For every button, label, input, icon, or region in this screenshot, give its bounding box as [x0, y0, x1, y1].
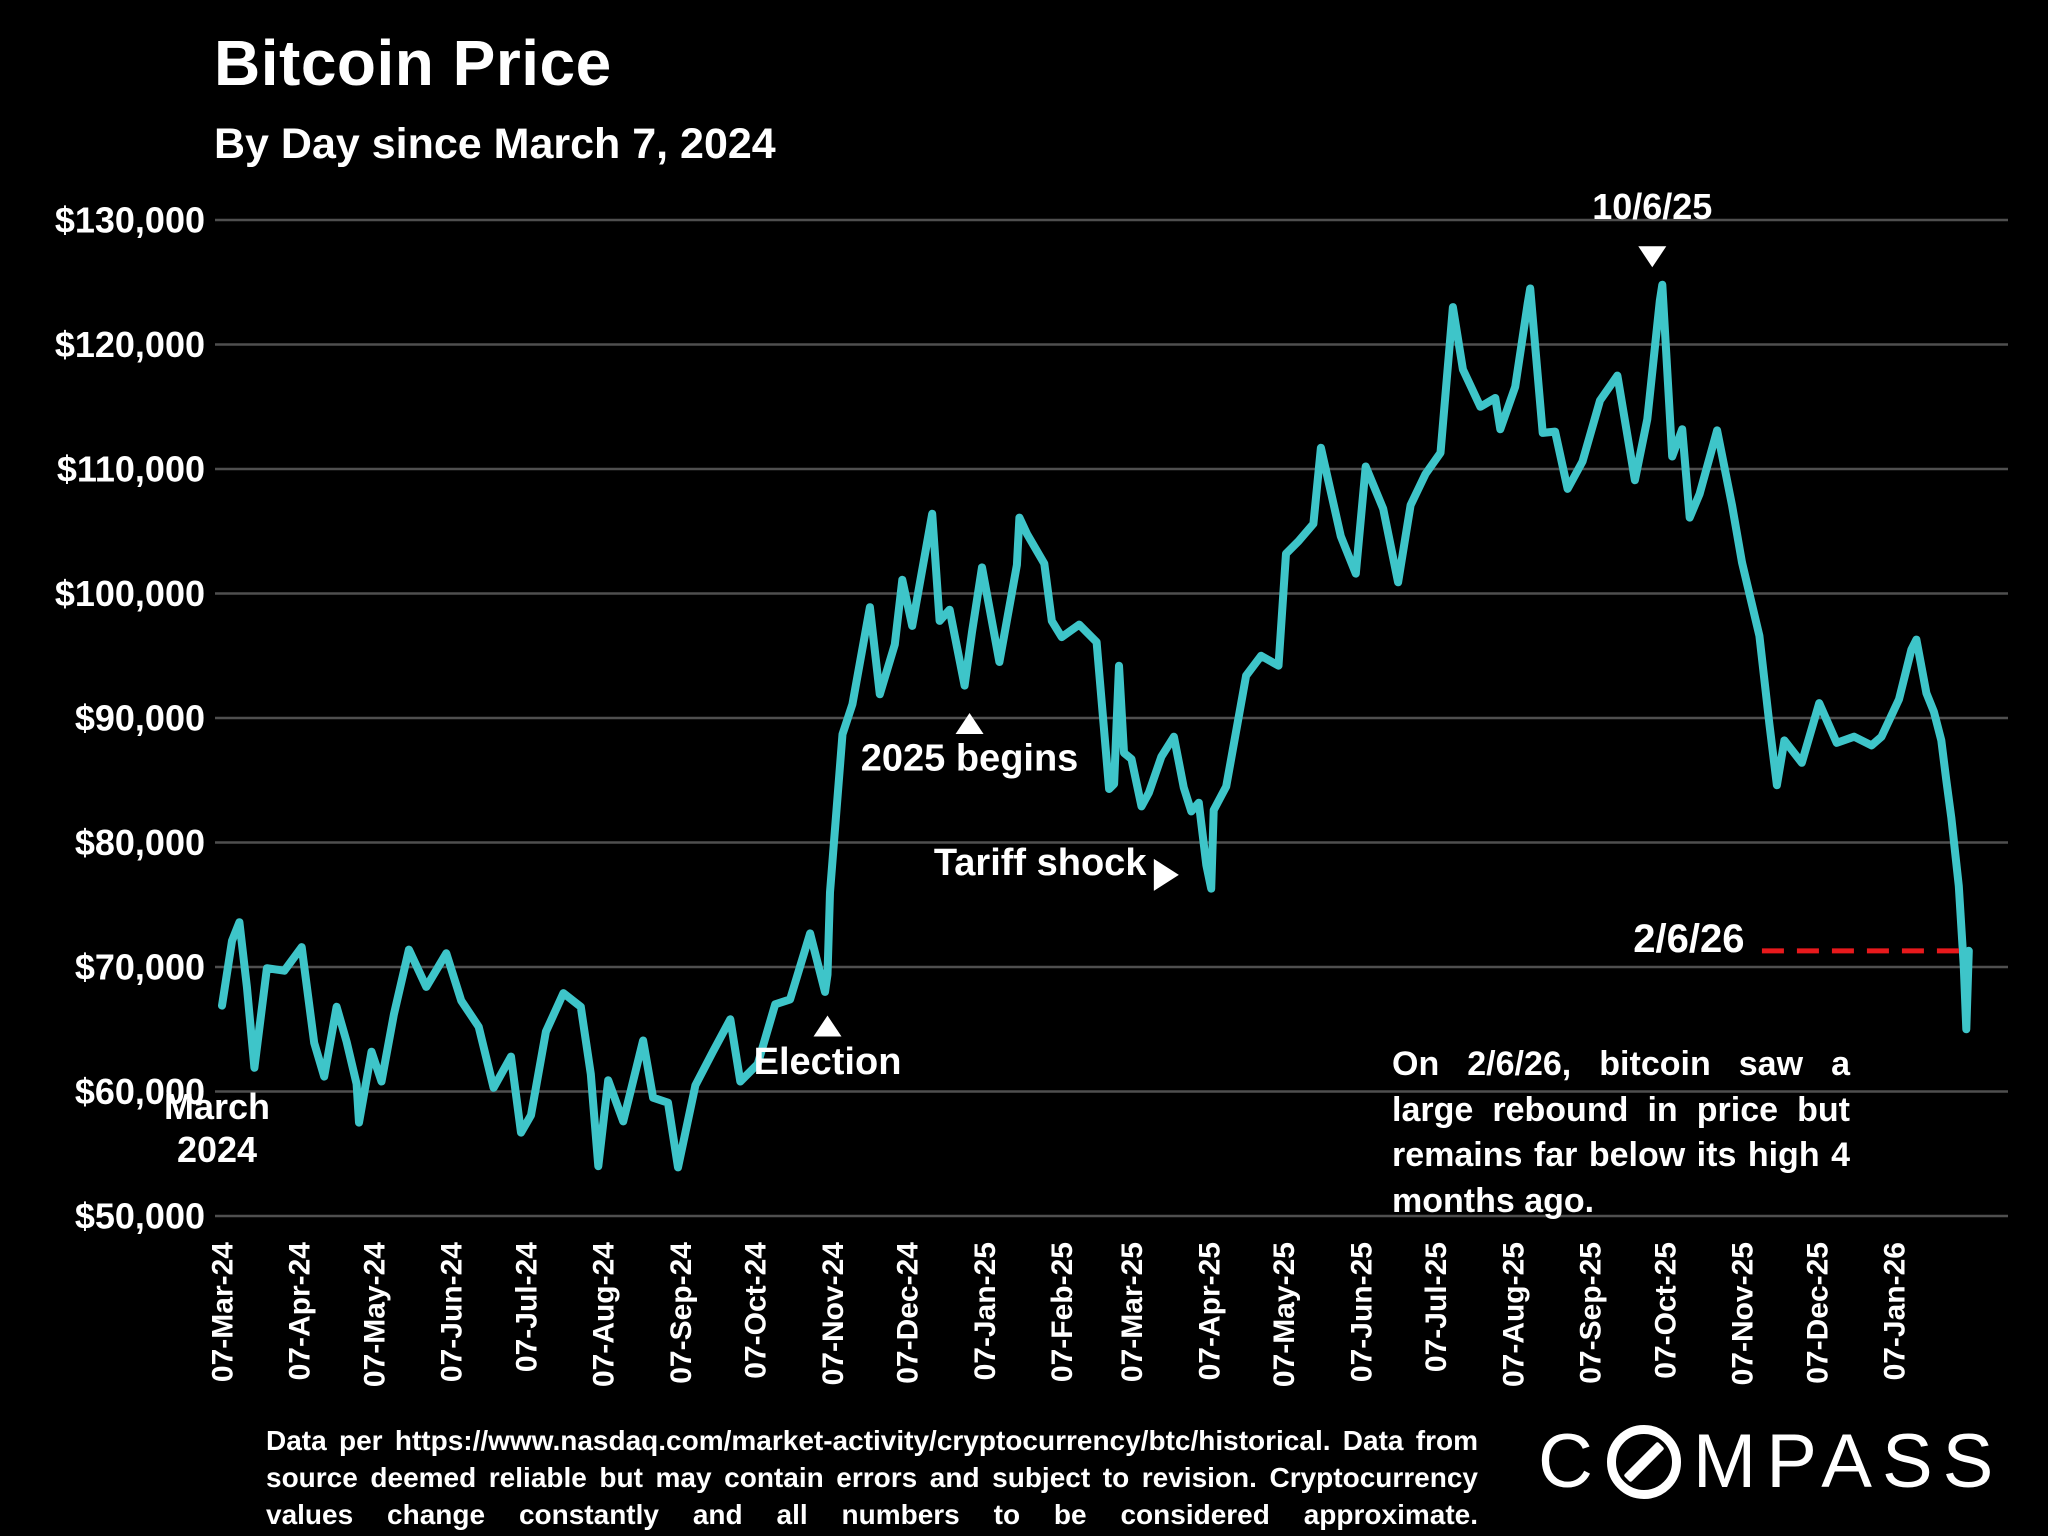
annotation-marker-2025-begins	[955, 713, 984, 735]
annotation-rebound-2-6-26: 2/6/26	[1633, 917, 1744, 961]
x-axis-label: 07-Oct-24	[740, 1242, 773, 1379]
x-axis-label: 07-Mar-25	[1116, 1242, 1149, 1382]
x-axis-label: 07-Dec-25	[1801, 1242, 1834, 1384]
annotation-tariff-shock: Tariff shock	[934, 842, 1147, 884]
x-axis-label: 07-Apr-25	[1193, 1242, 1226, 1380]
x-axis-label: 07-May-24	[358, 1242, 391, 1387]
annotation-election: Election	[754, 1041, 902, 1083]
compass-needle-icon	[1606, 1424, 1681, 1499]
compass-logo: C MPASS	[1538, 1418, 2003, 1505]
x-axis-label: 07-Jul-25	[1420, 1242, 1453, 1372]
annotation-note-text: On 2/6/26, bitcoin saw a large rebound i…	[1392, 1045, 1850, 1220]
annotation-marker-election	[813, 1015, 842, 1037]
annotation-high-10-6-25: 10/6/25	[1592, 186, 1712, 227]
x-axis-label: 07-Nov-24	[817, 1242, 850, 1386]
source-disclaimer-text: Data per https://www.nasdaq.com/market-a…	[266, 1425, 1478, 1531]
x-axis-label: 07-Aug-24	[588, 1242, 621, 1387]
price-line-series	[218, 280, 1973, 1172]
y-axis-label: $60,000	[75, 1071, 205, 1112]
y-axis-label: $90,000	[75, 698, 205, 739]
y-axis-label: $130,000	[55, 200, 205, 241]
x-axis-label: 07-Dec-24	[892, 1242, 925, 1384]
x-axis-label: 07-Sep-24	[665, 1242, 698, 1384]
annotation-marker-tariff-shock	[1153, 858, 1179, 891]
x-axis-label: 07-May-25	[1268, 1242, 1301, 1387]
y-axis-label: $110,000	[57, 449, 205, 490]
x-axis-label: 07-Mar-24	[207, 1242, 240, 1382]
x-axis-label: 07-Nov-25	[1726, 1242, 1759, 1385]
x-axis-label: 07-Sep-25	[1574, 1242, 1607, 1384]
x-axis-label: 07-Jul-24	[510, 1242, 543, 1372]
x-axis-label: 07-Jun-24	[436, 1242, 469, 1382]
y-axis-label: $100,000	[55, 573, 205, 614]
page-title: Bitcoin Price	[214, 27, 612, 99]
x-axis-label: 07-Jan-25	[969, 1242, 1002, 1380]
y-axis-label: $50,000	[75, 1196, 205, 1237]
y-axis-label: $120,000	[55, 324, 205, 365]
x-axis-label: 07-Apr-24	[284, 1242, 317, 1381]
page-subtitle: By Day since March 7, 2024	[214, 120, 776, 168]
y-axis-label: $70,000	[75, 947, 205, 988]
x-axis-label: 07-Jun-25	[1345, 1242, 1378, 1382]
annotation-marker-high-10-6-25	[1638, 246, 1667, 268]
logo-letter-c: C	[1538, 1419, 1603, 1504]
x-axis-label: 07-Jan-26	[1878, 1242, 1911, 1380]
x-axis-label: 07-Feb-25	[1046, 1242, 1079, 1382]
x-axis-label: 07-Aug-25	[1497, 1242, 1530, 1387]
annotation-start-march-2024: March 2024	[164, 1086, 270, 1170]
logo-letters-rest: MPASS	[1692, 1419, 2004, 1504]
annotation-2025-begins: 2025 begins	[861, 737, 1079, 779]
x-axis-label: 07-Oct-25	[1649, 1242, 1682, 1379]
y-axis-label: $80,000	[75, 822, 205, 863]
